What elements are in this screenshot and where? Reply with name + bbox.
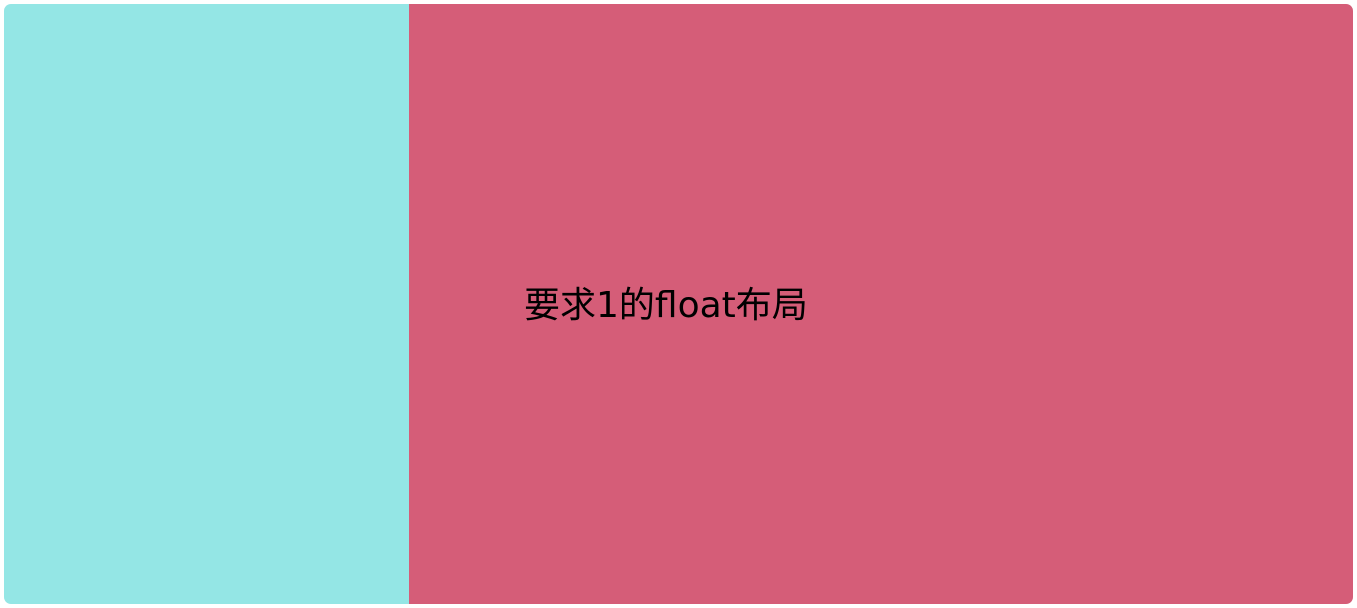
right-panel: 要求1的float布局 [409,4,1353,604]
layout-container: 要求1的float布局 [4,4,1353,604]
left-panel [4,4,409,604]
panel-text: 要求1的float布局 [524,285,808,326]
